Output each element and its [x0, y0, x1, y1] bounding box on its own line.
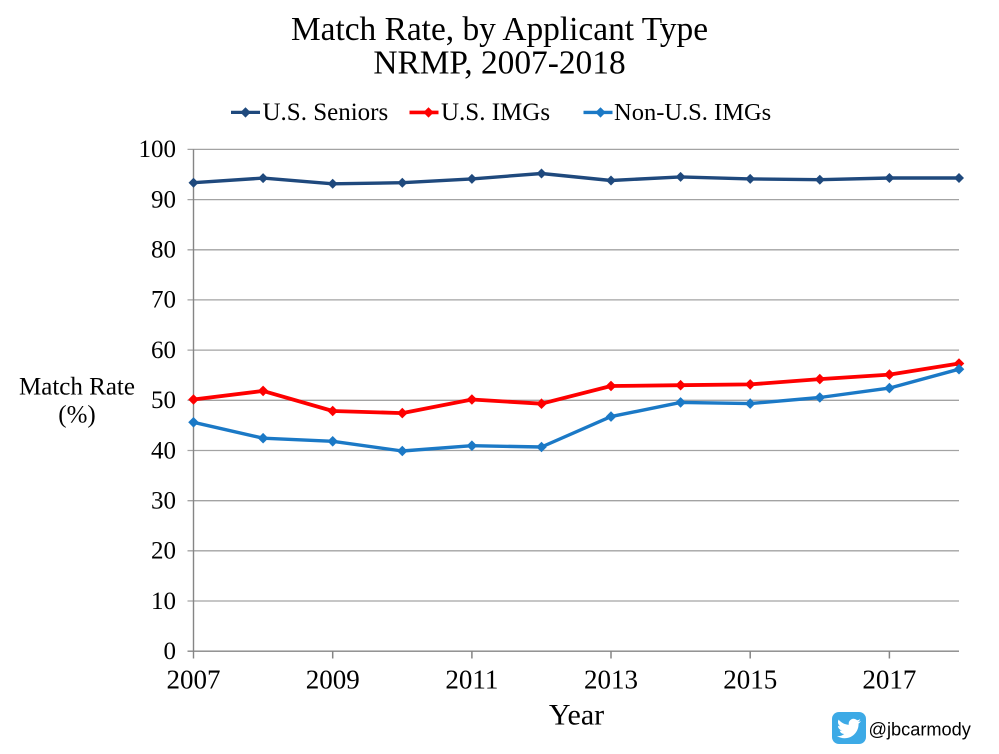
svg-text:Year: Year — [549, 699, 604, 732]
svg-text:80: 80 — [151, 237, 176, 264]
svg-text:100: 100 — [139, 136, 177, 163]
svg-text:(%): (%) — [58, 401, 95, 428]
svg-text:2015: 2015 — [723, 665, 777, 695]
svg-text:2011: 2011 — [445, 665, 498, 695]
svg-text:Match Rate: Match Rate — [19, 374, 135, 401]
svg-text:@jbcarmody: @jbcarmody — [869, 720, 972, 740]
svg-text:NRMP, 2007-2018: NRMP, 2007-2018 — [373, 44, 625, 81]
svg-text:2007: 2007 — [167, 665, 221, 695]
svg-text:60: 60 — [151, 337, 176, 364]
svg-text:70: 70 — [151, 287, 176, 314]
svg-text:50: 50 — [151, 387, 176, 414]
svg-text:Match Rate, by Applicant Type: Match Rate, by Applicant Type — [291, 11, 708, 48]
svg-text:10: 10 — [151, 588, 176, 615]
svg-text:2017: 2017 — [862, 665, 916, 695]
svg-text:2009: 2009 — [306, 665, 360, 695]
svg-text:Non-U.S. IMGs: Non-U.S. IMGs — [614, 99, 771, 126]
svg-text:U.S. IMGs: U.S. IMGs — [441, 99, 550, 126]
svg-text:0: 0 — [164, 638, 177, 665]
svg-text:90: 90 — [151, 186, 176, 213]
svg-text:20: 20 — [151, 538, 176, 565]
svg-text:2013: 2013 — [584, 665, 638, 695]
svg-text:40: 40 — [151, 437, 176, 464]
svg-text:U.S. Seniors: U.S. Seniors — [263, 99, 389, 126]
svg-text:30: 30 — [151, 488, 176, 515]
